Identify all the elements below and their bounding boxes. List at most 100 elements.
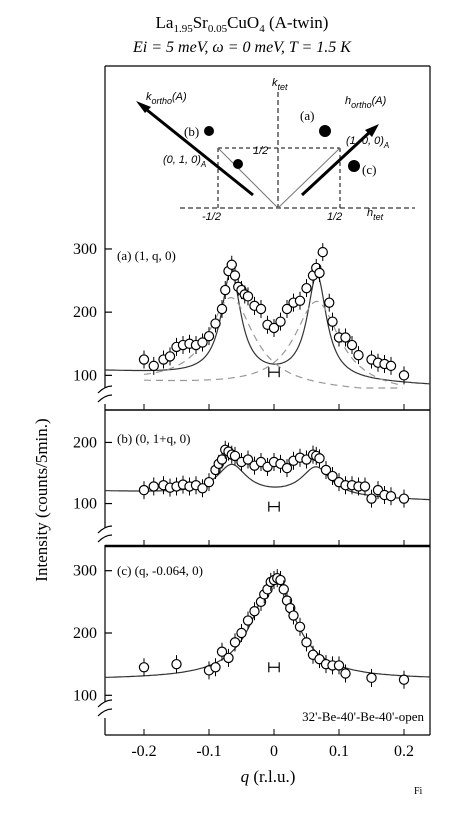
data-point (346, 339, 358, 351)
data-point (359, 481, 371, 492)
axis-break-marks (97, 385, 113, 717)
component-curve (143, 296, 403, 389)
data-point (148, 481, 159, 492)
data-point (340, 668, 351, 679)
y-axis-label: Intensity (counts/5min.) (32, 418, 51, 581)
data-point (138, 662, 150, 673)
y-tick-label: 100 (73, 367, 97, 384)
axes-frame (104, 65, 431, 736)
data-point (398, 674, 410, 685)
x-tick-label: -0.1 (196, 743, 221, 760)
chart-title: La1.95Sr0.05CuO4 (A-twin) (156, 13, 329, 35)
y-tick-label: 100 (73, 496, 97, 513)
y-tick-label: 300 (73, 241, 97, 258)
data-point (333, 660, 345, 671)
data-point (314, 267, 325, 279)
component-curve (144, 300, 403, 387)
x-tick-label: 0 (270, 743, 278, 760)
data-point (216, 646, 228, 657)
data-point (398, 493, 410, 504)
panel-c-label: (c) (q, -0.064, 0) (117, 563, 203, 578)
x-axis-label: q (r.l.u.) (241, 767, 296, 786)
svg-text:1/2: 1/2 (327, 211, 342, 223)
data-point (197, 337, 208, 348)
svg-text:-1/2: -1/2 (202, 211, 221, 223)
data-point (148, 360, 159, 372)
data-point (223, 652, 234, 664)
data-point (294, 295, 306, 306)
data-point (366, 672, 377, 684)
data-point (268, 322, 280, 334)
svg-text:htet: htet (367, 207, 384, 222)
svg-text:(0, 1, 0)A: (0, 1, 0)A (163, 154, 206, 169)
data-point (278, 584, 289, 595)
data-point (210, 318, 221, 329)
data-point (301, 637, 312, 648)
svg-text:(a): (a) (300, 108, 314, 123)
svg-text:1/2: 1/2 (253, 145, 268, 157)
data-point (164, 351, 176, 362)
data-point (138, 354, 150, 365)
y-tick-label: 200 (73, 625, 97, 642)
chart-subtitle: Ei = 5 meV, ω = 0 meV, T = 1.5 K (132, 39, 352, 56)
data-point (249, 605, 260, 617)
y-tick-label: 200 (73, 434, 97, 451)
x-tick-label: -0.2 (131, 743, 156, 760)
y-tick-label: 200 (73, 304, 97, 321)
panel-a-label: (a) (1, q, 0) (117, 248, 176, 263)
data-point (385, 491, 397, 502)
data-point (210, 662, 221, 673)
data-point (255, 303, 267, 315)
data-point (226, 259, 237, 270)
fit-curve (104, 269, 431, 385)
svg-text:(1, 0, 0)A: (1, 0, 0)A (346, 135, 389, 150)
data-point (216, 454, 228, 465)
data-point (317, 246, 328, 258)
data-point (203, 330, 215, 342)
data-point (229, 637, 241, 648)
data-point (366, 493, 377, 504)
x-tick-label: 0.1 (329, 743, 349, 760)
svg-text:(b): (b) (184, 124, 199, 139)
data-point (398, 370, 410, 381)
data-point (288, 610, 299, 621)
svg-text:kortho(A): kortho(A) (146, 91, 187, 106)
data-point (327, 470, 338, 482)
x-tick-label: 0.2 (394, 743, 414, 760)
data-point (340, 332, 351, 343)
svg-text:hortho(A): hortho(A) (345, 95, 387, 110)
stray-mark: Fi (414, 786, 423, 797)
data-point (275, 574, 286, 586)
data-point (385, 360, 397, 372)
y-tick-label: 300 (73, 563, 97, 580)
data-point (281, 303, 293, 315)
data-point (216, 303, 228, 315)
data-point (324, 297, 335, 308)
data-point (301, 282, 312, 294)
svg-text:(c): (c) (362, 162, 376, 177)
svg-text:ktet: ktet (272, 77, 288, 92)
data-point (281, 462, 293, 474)
data-point (203, 476, 215, 488)
data-point (320, 464, 332, 476)
panel-b-label: (b) (0, 1+q, 0) (117, 431, 190, 446)
y-tick-label: 100 (73, 687, 97, 704)
data-point (353, 349, 364, 361)
data-point (138, 484, 150, 496)
data-point (229, 450, 241, 462)
plot-layer: 100 200 300 100 200 100 200 300 -0.2 -0.1 0 0.1 0.2 (73, 241, 431, 760)
data-point (197, 483, 208, 494)
panel-c-annotation: 32'-Be-40'-Be-40'-open (302, 709, 424, 724)
data-point (242, 454, 254, 465)
reciprocal-space-inset: ktet htet kortho(A) hortho(A) (b) (a) (c… (136, 77, 415, 223)
data-point (236, 627, 247, 639)
data-point (220, 284, 231, 296)
data-point (171, 658, 182, 670)
data-point (242, 291, 254, 302)
data-point (275, 316, 286, 327)
data-point (242, 615, 254, 626)
data-point (229, 270, 241, 281)
data-point (327, 316, 338, 327)
data-point (314, 453, 325, 464)
